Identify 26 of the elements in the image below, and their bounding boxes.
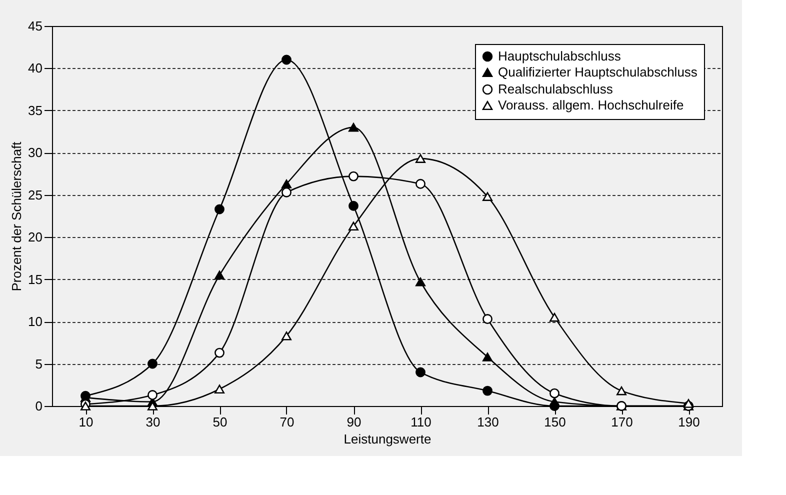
x-tick-label: 50 [212,414,228,430]
x-tick-label: 30 [146,414,160,430]
y-tick-label: 5 [35,356,42,372]
y-tick-label: 15 [28,272,42,287]
x-tick-label: 110 [410,414,432,430]
x-tick-label: 130 [477,414,499,430]
legend-label: Vorauss. allgem. Hochschulreife [498,98,684,112]
x-tick-label: 70 [280,414,294,430]
y-tick-label: 25 [28,187,42,202]
x-axis-title: Leistungswerte [344,432,432,446]
legend-label: Realschulabschluss [498,82,614,96]
y-tick-label: 40 [28,60,42,76]
legend-label: Hauptschulabschluss [498,48,622,64]
legend-label: Qualifizierter Hauptschulabschluss [498,64,698,80]
x-tick-label: 150 [544,414,566,430]
y-tick-label: 35 [28,102,42,118]
y-tick-label: 30 [28,145,42,160]
y-axis-title: Prozent der Schülerschaft [9,141,24,292]
x-tick-label: 190 [678,414,700,430]
x-tick-label: 170 [611,414,633,430]
y-tick-label: 45 [28,18,42,34]
y-tick-label: 10 [28,314,42,330]
y-tick-label: 20 [28,230,42,245]
y-tick-label: 0 [35,398,42,414]
x-tick-label: 10 [78,414,94,430]
x-tick-label: 90 [346,414,362,430]
